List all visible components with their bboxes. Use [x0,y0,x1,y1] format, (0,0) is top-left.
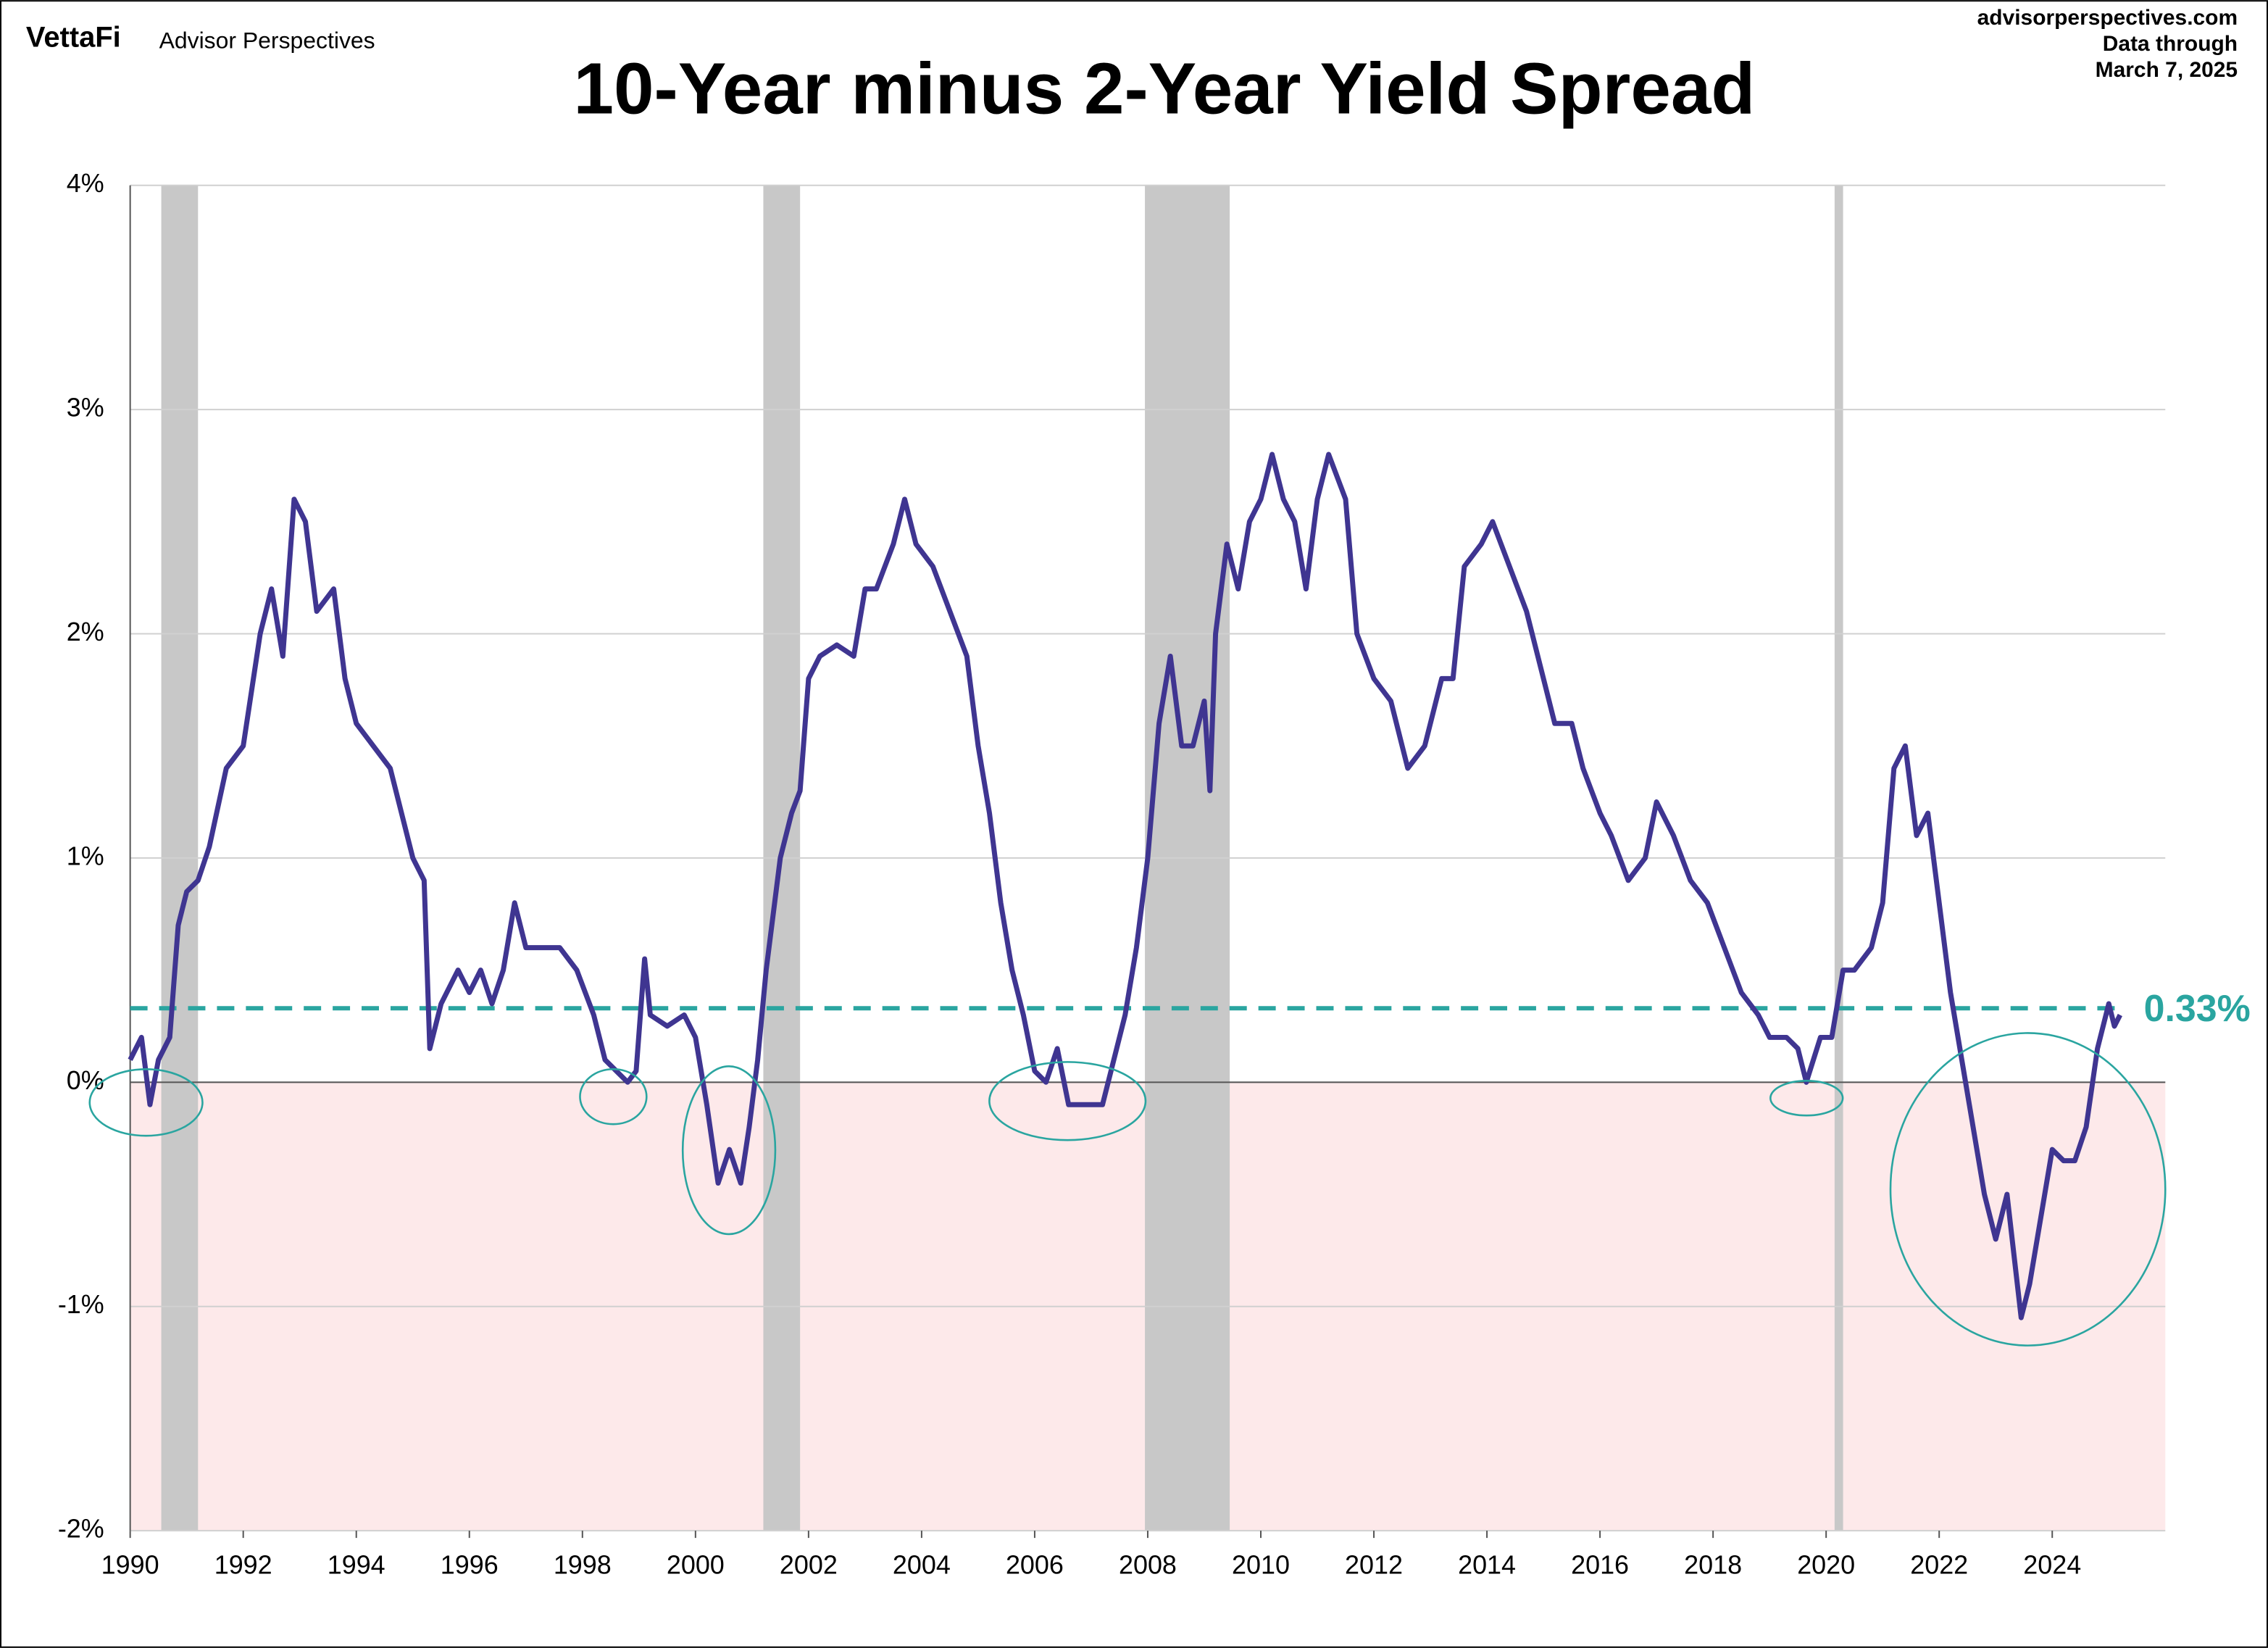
x-tick-label: 2018 [1684,1550,1742,1580]
spread-line [128,451,2122,1320]
x-tick-label: 1996 [441,1550,499,1580]
circle-annotation [579,1068,648,1125]
x-tick-label: 2012 [1345,1550,1403,1580]
x-tick-label: 1992 [214,1550,272,1580]
site: advisorperspectives.com [1977,6,2238,30]
y-tick-label: 3% [67,393,104,423]
x-tick-label: 2006 [1006,1550,1064,1580]
circle-annotation [988,1061,1147,1141]
note: Data through [2103,32,2238,56]
y-tick-label: 1% [67,841,104,870]
reference-label: 0.33% [2144,987,2251,1029]
x-tick-label: 2008 [1119,1550,1177,1580]
circle-annotation [1889,1032,2167,1347]
x-tick-label: 2020 [1797,1550,1855,1580]
x-tick-label: 1998 [554,1550,612,1580]
x-tick-label: 2014 [1458,1550,1516,1580]
brand: VettaFi [26,22,121,54]
y-tick-label: -1% [58,1289,104,1319]
x-tick-label: 2010 [1232,1550,1290,1580]
publisher: Advisor Perspectives [159,28,375,54]
annotations [88,1032,2167,1347]
x-tick-label: 2022 [1910,1550,1968,1580]
plot: -2% -1% 0% 1% 2% 3% 4% 1990 1992 1994 1996 1998 2000… [58,168,2251,1579]
chart-title: 10-Year minus 2-Year Yield Spread [573,49,1755,129]
date: March 7, 2025 [2096,58,2238,82]
x-tick-label: 2002 [780,1550,838,1580]
circle-annotation [1769,1080,1844,1117]
x-tick-label: 2004 [893,1550,951,1580]
x-tick-label: 2016 [1571,1550,1629,1580]
y-tick-label: -2% [58,1514,104,1544]
circle-annotation [681,1065,777,1236]
y-tick-label: 4% [67,168,104,198]
y-tick-label: 0% [67,1065,104,1095]
x-tick-label: 2000 [667,1550,725,1580]
x-tick-label: 2024 [2023,1550,2081,1580]
y-tick-label: 2% [67,617,104,646]
x-tick-label: 1994 [328,1550,385,1580]
x-tick-label: 1990 [101,1550,159,1580]
circle-annotation [88,1068,204,1137]
